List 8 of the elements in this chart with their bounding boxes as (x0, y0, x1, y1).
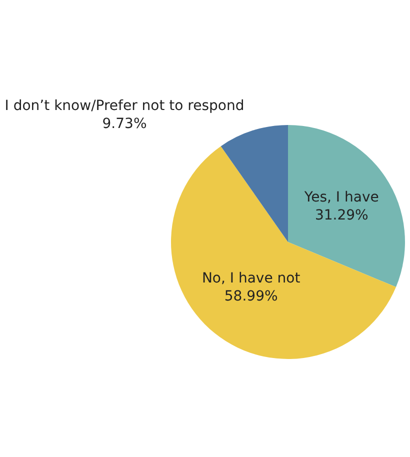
pie-slice (171, 146, 396, 359)
slice-label: I don’t know/Prefer not to respond (4, 98, 244, 114)
data-label: 9.73% (102, 116, 147, 132)
slice-label: No, I have not (202, 270, 301, 286)
data-label: 31.29% (314, 208, 368, 224)
slice-label: Yes, I have (303, 189, 379, 206)
pie-slice (220, 125, 288, 242)
data-label: 58.99% (224, 288, 278, 305)
